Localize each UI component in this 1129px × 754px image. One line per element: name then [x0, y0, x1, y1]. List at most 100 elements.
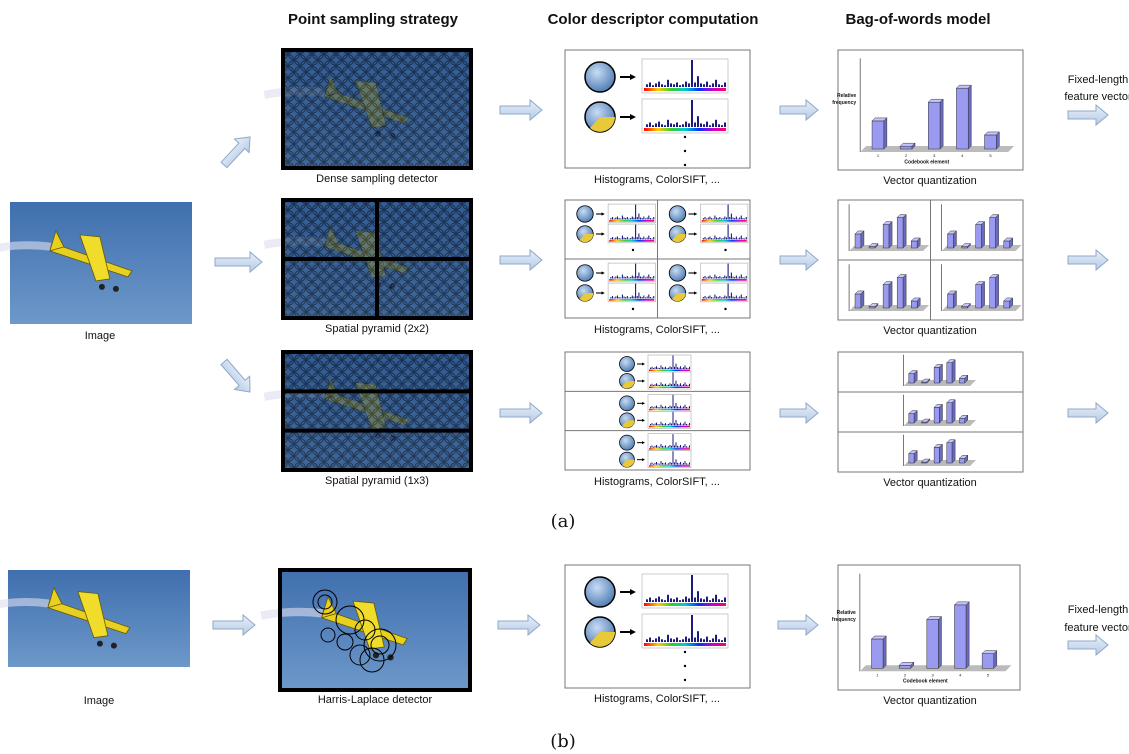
histogram-bar [689, 367, 690, 369]
histogram-bar [632, 217, 633, 220]
histogram-bar [688, 598, 690, 602]
histogram-bar [652, 125, 654, 127]
histogram-bar [706, 637, 708, 642]
histogram-bar [688, 638, 690, 642]
histogram-bar [714, 295, 715, 299]
histogram-bar [686, 385, 687, 386]
flow-arrow [500, 100, 542, 120]
histogram-bar [667, 635, 669, 642]
histogram-bar [653, 424, 654, 425]
bow-bar-side [903, 215, 906, 248]
histogram-bar [668, 463, 669, 464]
histogram-bar [697, 631, 699, 642]
histogram-bar [674, 423, 675, 425]
histogram-bar [723, 297, 724, 298]
histogram-bar [737, 278, 738, 279]
histogram-bar [632, 237, 633, 240]
histogram-bar [664, 463, 665, 464]
histogram-bar [637, 237, 638, 239]
histogram-bar [643, 237, 644, 240]
histogram-bar [638, 214, 639, 220]
histogram-bar [658, 463, 659, 464]
histogram-bar [642, 238, 643, 239]
histogram-bar [685, 444, 686, 448]
histogram-bar [648, 295, 649, 299]
bow-bar-side [884, 118, 887, 149]
histogram-bar [713, 239, 714, 240]
histogram-bar [664, 85, 666, 87]
histogram-bar [742, 297, 743, 298]
histogram-bar [726, 218, 727, 220]
histogram-bar [697, 76, 699, 87]
histogram-bar [610, 277, 611, 278]
histogram-bar [721, 278, 722, 279]
histogram-bar [713, 298, 714, 299]
histogram-bar [734, 297, 735, 298]
histogram-bar [679, 368, 680, 369]
color-bar [649, 465, 690, 467]
histogram-bar [664, 446, 665, 447]
histogram-bar [655, 463, 656, 465]
histogram-bar [711, 297, 712, 298]
histogram-bar [653, 464, 654, 465]
histogram-bar [671, 367, 672, 369]
histogram-bar [677, 424, 678, 426]
histogram-bar [680, 462, 681, 465]
bow-bar-side [952, 440, 955, 463]
histogram-bar [671, 424, 672, 426]
bow-bar-side [966, 602, 969, 668]
histogram-bar [746, 296, 747, 298]
histogram-bar [694, 83, 696, 88]
histogram-bar [665, 445, 666, 447]
histogram-bar [731, 293, 732, 299]
histogram-bar [689, 462, 690, 464]
histogram-bar [640, 277, 641, 279]
flow-arrow [500, 403, 542, 423]
wheel [111, 643, 117, 649]
histogram-bar [635, 284, 636, 299]
histogram-bar [670, 123, 672, 127]
histogram-bar [617, 217, 618, 220]
ellipsis-dot [684, 679, 686, 681]
histogram-bar [683, 367, 684, 369]
bow-bar [976, 225, 982, 248]
histogram-bar [661, 84, 663, 87]
histogram-bar [737, 298, 738, 299]
bow-label: Vector quantization [883, 477, 977, 489]
histogram-bar [680, 445, 681, 448]
histogram-bar [612, 296, 613, 298]
descriptor-patch [577, 206, 594, 223]
histogram-bar [709, 85, 711, 87]
histogram-bar [614, 298, 615, 299]
bow-bar [855, 294, 861, 308]
histogram-bar [659, 407, 660, 408]
histogram-box [648, 372, 691, 389]
histogram-bar [708, 218, 709, 220]
flow-arrow [778, 615, 818, 635]
color-bar [644, 603, 726, 606]
histogram-bar [664, 385, 665, 386]
bow-y-label: frequency [832, 100, 856, 106]
descriptor-label: Histograms, ColorSIFT, ... [594, 324, 720, 336]
bow-bar-side [994, 651, 997, 669]
histogram-bar [742, 277, 743, 278]
bow-x-label: Codebook element [904, 159, 949, 165]
bow-bar-side [982, 282, 985, 308]
histogram-bar [653, 217, 654, 219]
histogram-bar [709, 237, 710, 240]
histogram-bar [697, 591, 699, 602]
histogram-bar [734, 238, 735, 239]
histogram-bar [640, 218, 641, 220]
histogram-bar [671, 446, 672, 448]
flow-arrow [1068, 105, 1108, 125]
histogram-bar [674, 367, 675, 369]
histogram-bar [632, 276, 633, 279]
histogram-bar [703, 124, 705, 127]
histogram-bar [721, 239, 722, 240]
histogram-bar [680, 406, 681, 409]
histogram-bar [721, 219, 722, 220]
histogram-bar [662, 463, 663, 465]
bow-bar [959, 418, 964, 423]
histogram-bar [682, 407, 683, 408]
color-bar [649, 448, 690, 450]
